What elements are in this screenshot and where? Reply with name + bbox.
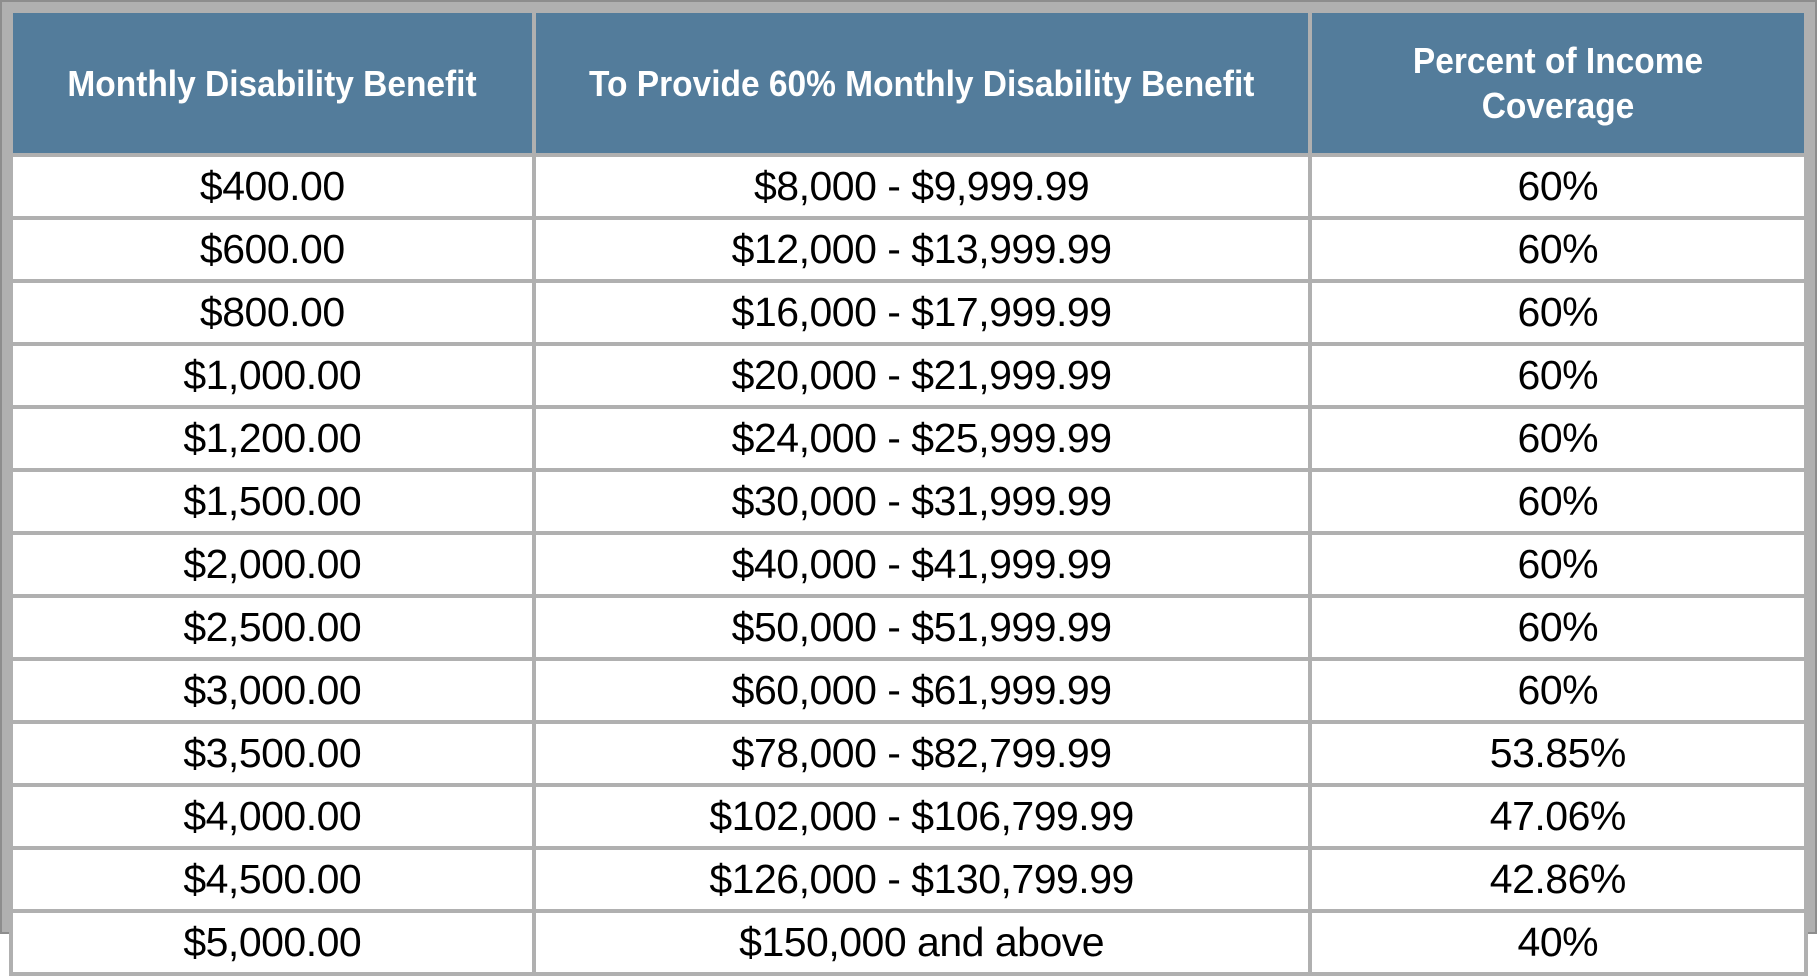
cell-monthly-benefit: $800.00	[9, 279, 536, 346]
cell-percent-coverage: 60%	[1307, 342, 1809, 409]
table-header: Monthly Disability Benefit To Provide 60…	[9, 9, 1809, 157]
cell-income-range: $40,000 - $41,999.99	[531, 531, 1312, 598]
cell-percent-coverage: 42.86%	[1307, 846, 1809, 913]
cell-income-range: $102,000 - $106,799.99	[531, 783, 1312, 850]
table-row: $4,000.00 $102,000 - $106,799.99 47.06%	[9, 783, 1809, 850]
cell-percent-coverage: 60%	[1307, 468, 1809, 535]
table-row: $1,000.00 $20,000 - $21,999.99 60%	[9, 342, 1809, 409]
table-row: $600.00 $12,000 - $13,999.99 60%	[9, 216, 1809, 283]
disability-benefit-table: Monthly Disability Benefit To Provide 60…	[9, 9, 1809, 976]
cell-percent-coverage: 47.06%	[1307, 783, 1809, 850]
column-header-income-range: To Provide 60% Monthly Disability Benefi…	[531, 9, 1312, 157]
cell-income-range: $50,000 - $51,999.99	[531, 594, 1312, 661]
cell-monthly-benefit: $1,200.00	[9, 405, 536, 472]
cell-monthly-benefit: $1,000.00	[9, 342, 536, 409]
cell-income-range: $24,000 - $25,999.99	[531, 405, 1312, 472]
cell-income-range: $150,000 and above	[531, 909, 1312, 976]
cell-monthly-benefit: $400.00	[9, 153, 536, 220]
cell-monthly-benefit: $4,500.00	[9, 846, 536, 913]
column-header-monthly-benefit: Monthly Disability Benefit	[9, 9, 536, 157]
table-row: $3,000.00 $60,000 - $61,999.99 60%	[9, 657, 1809, 724]
column-header-monthly-benefit-label: Monthly Disability Benefit	[67, 62, 477, 104]
cell-monthly-benefit: $2,000.00	[9, 531, 536, 598]
cell-income-range: $30,000 - $31,999.99	[531, 468, 1312, 535]
table-row: $4,500.00 $126,000 - $130,799.99 42.86%	[9, 846, 1809, 913]
table-body: $400.00 $8,000 - $9,999.99 60% $600.00 $12,0…	[9, 153, 1809, 976]
column-header-income-range-label: To Provide 60% Monthly Disability Benefi…	[588, 62, 1255, 104]
column-header-percent-coverage: Percent of Income Coverage	[1307, 9, 1809, 157]
table-row: $1,200.00 $24,000 - $25,999.99 60%	[9, 405, 1809, 472]
cell-monthly-benefit: $3,000.00	[9, 657, 536, 724]
table-row: $2,500.00 $50,000 - $51,999.99 60%	[9, 594, 1809, 661]
cell-percent-coverage: 53.85%	[1307, 720, 1809, 787]
column-header-percent-coverage-label: Percent of Income Coverage	[1412, 40, 1703, 126]
cell-income-range: $8,000 - $9,999.99	[531, 153, 1312, 220]
cell-percent-coverage: 60%	[1307, 405, 1809, 472]
header-row: Monthly Disability Benefit To Provide 60…	[9, 9, 1809, 157]
cell-income-range: $78,000 - $82,799.99	[531, 720, 1312, 787]
table-row: $3,500.00 $78,000 - $82,799.99 53.85%	[9, 720, 1809, 787]
table-row: $400.00 $8,000 - $9,999.99 60%	[9, 153, 1809, 220]
table-row: $800.00 $16,000 - $17,999.99 60%	[9, 279, 1809, 346]
cell-monthly-benefit: $4,000.00	[9, 783, 536, 850]
cell-income-range: $16,000 - $17,999.99	[531, 279, 1312, 346]
cell-percent-coverage: 60%	[1307, 153, 1809, 220]
cell-percent-coverage: 60%	[1307, 216, 1809, 283]
cell-percent-coverage: 40%	[1307, 909, 1809, 976]
table-row: $1,500.00 $30,000 - $31,999.99 60%	[9, 468, 1809, 535]
cell-income-range: $20,000 - $21,999.99	[531, 342, 1312, 409]
cell-monthly-benefit: $1,500.00	[9, 468, 536, 535]
cell-percent-coverage: 60%	[1307, 279, 1809, 346]
cell-monthly-benefit: $5,000.00	[9, 909, 536, 976]
cell-percent-coverage: 60%	[1307, 531, 1809, 598]
cell-monthly-benefit: $2,500.00	[9, 594, 536, 661]
cell-income-range: $60,000 - $61,999.99	[531, 657, 1312, 724]
cell-income-range: $12,000 - $13,999.99	[531, 216, 1312, 283]
cell-monthly-benefit: $600.00	[9, 216, 536, 283]
table-row: $2,000.00 $40,000 - $41,999.99 60%	[9, 531, 1809, 598]
cell-income-range: $126,000 - $130,799.99	[531, 846, 1312, 913]
cell-percent-coverage: 60%	[1307, 657, 1809, 724]
cell-monthly-benefit: $3,500.00	[9, 720, 536, 787]
table-row: $5,000.00 $150,000 and above 40%	[9, 909, 1809, 976]
cell-percent-coverage: 60%	[1307, 594, 1809, 661]
